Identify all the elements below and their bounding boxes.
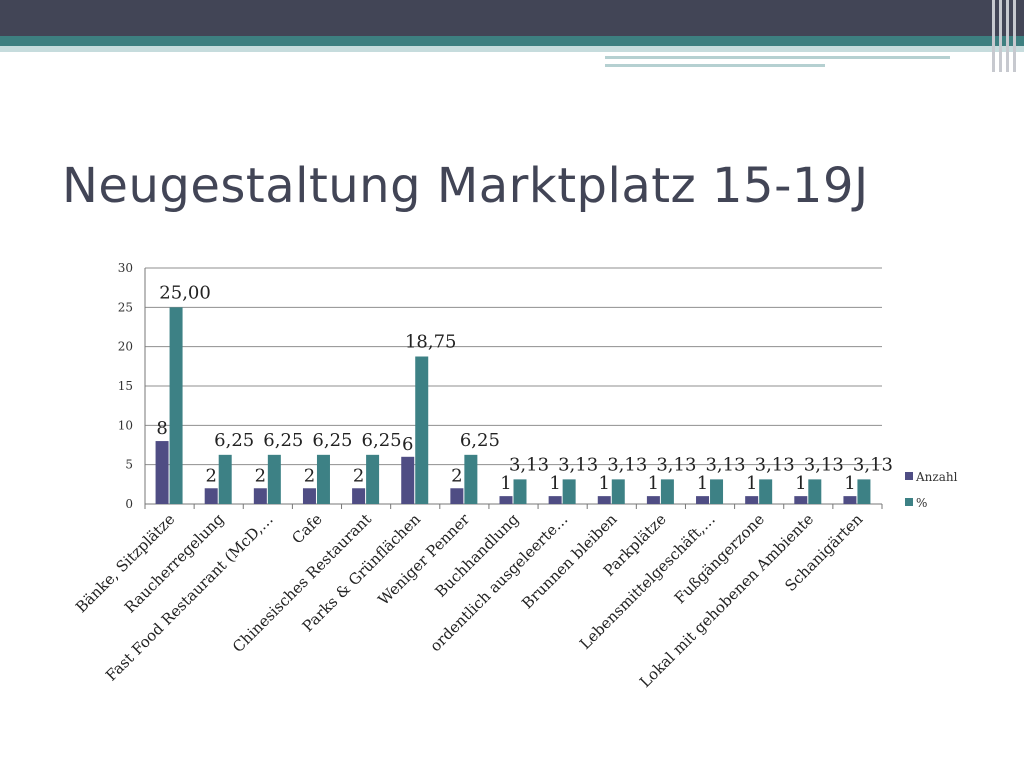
data-label: 1 — [844, 473, 855, 494]
bar-anzahl — [696, 496, 710, 504]
bar-percent — [611, 479, 625, 504]
data-label: 8 — [156, 418, 167, 439]
bar-percent — [366, 454, 380, 504]
data-label: 2 — [451, 465, 462, 486]
bar-anzahl — [204, 488, 218, 504]
bar-percent — [808, 479, 822, 504]
header-stripe — [605, 56, 950, 59]
data-label: 1 — [746, 473, 757, 494]
bar-percent — [218, 454, 232, 504]
y-tick-label: 0 — [125, 497, 133, 511]
data-label: 1 — [648, 473, 659, 494]
header-vertical-stripe — [992, 0, 995, 72]
data-label: 3,13 — [705, 454, 745, 475]
data-label: 6,25 — [362, 430, 402, 451]
data-label: 6,25 — [263, 430, 303, 451]
bar-anzahl — [548, 496, 562, 504]
bar-anzahl — [450, 488, 464, 504]
data-label: 2 — [304, 465, 315, 486]
y-tick-label: 20 — [118, 340, 133, 354]
bar-percent — [513, 479, 527, 504]
legend-label: % — [916, 496, 927, 510]
data-label: 1 — [549, 473, 560, 494]
bar-anzahl — [499, 496, 513, 504]
data-label: 3,13 — [853, 454, 893, 475]
y-tick-label: 25 — [118, 300, 133, 314]
data-label: 6,25 — [460, 430, 500, 451]
x-category-label: Weniger Penner — [374, 510, 473, 609]
header-vertical-stripe — [1013, 0, 1016, 72]
data-label: 3,13 — [755, 454, 795, 475]
bar-anzahl — [155, 441, 169, 504]
bar-anzahl — [794, 496, 808, 504]
bar-anzahl — [401, 456, 415, 504]
y-tick-label: 10 — [118, 418, 133, 432]
header-band-teal — [0, 36, 1024, 46]
data-label: 3,13 — [558, 454, 598, 475]
data-label: 1 — [500, 473, 511, 494]
x-category-label: Fußgängerzone — [671, 510, 768, 607]
bar-percent — [267, 454, 281, 504]
data-label: 3,13 — [509, 454, 549, 475]
data-label: 1 — [697, 473, 708, 494]
slide-title: Neugestaltung Marktplatz 15-19J — [62, 158, 869, 214]
header-vertical-stripe — [999, 0, 1002, 72]
data-label: 2 — [353, 465, 364, 486]
header-stripe — [605, 64, 825, 67]
header-band-light — [0, 46, 1024, 52]
bar-percent — [562, 479, 576, 504]
bar-anzahl — [843, 496, 857, 504]
x-category-label: Buchhandlung — [432, 510, 523, 601]
data-label: 6 — [402, 434, 413, 455]
bar-percent — [415, 356, 429, 504]
data-label: 1 — [599, 473, 610, 494]
y-tick-label: 5 — [125, 458, 133, 472]
bar-percent — [316, 454, 330, 504]
header-band-dark — [0, 0, 1024, 36]
y-tick-label: 15 — [118, 379, 133, 393]
legend-label: Anzahl — [915, 470, 958, 484]
data-label: 25,00 — [159, 282, 211, 303]
bar-anzahl — [352, 488, 366, 504]
bar-anzahl — [253, 488, 267, 504]
data-label: 18,75 — [405, 332, 457, 353]
data-label: 6,25 — [214, 430, 254, 451]
data-label: 3,13 — [607, 454, 647, 475]
bar-percent — [710, 479, 724, 504]
bar-anzahl — [646, 496, 660, 504]
bar-percent — [857, 479, 871, 504]
legend-swatch — [905, 472, 913, 480]
bar-percent — [759, 479, 773, 504]
y-tick-label: 30 — [118, 261, 133, 275]
bar-anzahl — [597, 496, 611, 504]
data-label: 2 — [255, 465, 266, 486]
data-label: 3,13 — [804, 454, 844, 475]
bar-percent — [464, 454, 478, 504]
x-category-label: Lokal mit gehobenen Ambiente — [636, 510, 817, 691]
data-label: 1 — [795, 473, 806, 494]
data-label: 3,13 — [656, 454, 696, 475]
bar-anzahl — [745, 496, 759, 504]
bar-percent — [660, 479, 674, 504]
legend-swatch — [905, 498, 913, 506]
bar-anzahl — [302, 488, 316, 504]
x-category-label: Cafe — [288, 510, 325, 547]
data-label: 6,25 — [312, 430, 352, 451]
bar-percent — [169, 307, 183, 504]
header-vertical-stripe — [1006, 0, 1009, 72]
data-label: 2 — [205, 465, 216, 486]
